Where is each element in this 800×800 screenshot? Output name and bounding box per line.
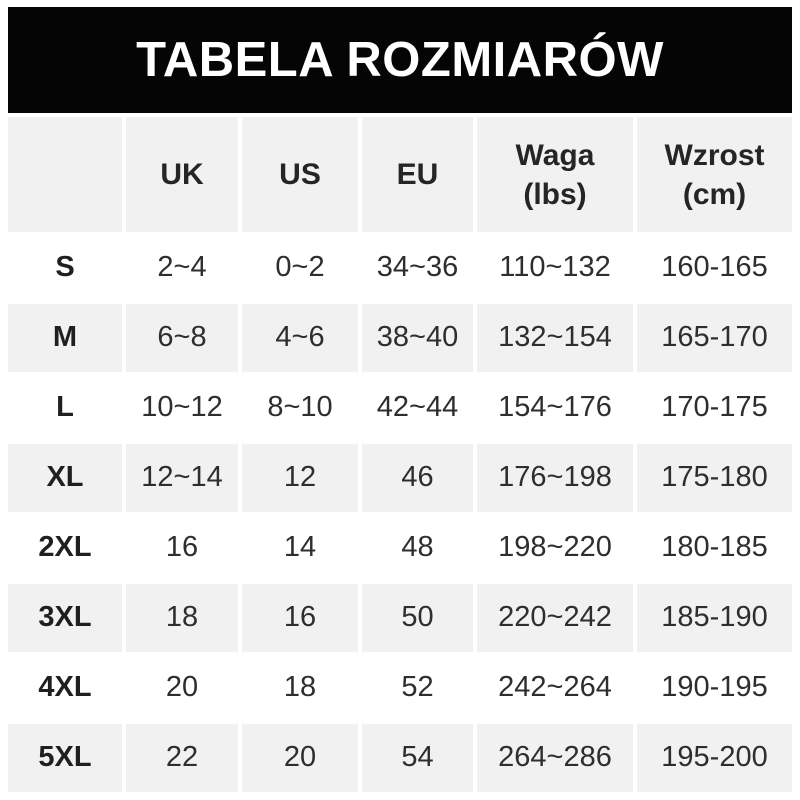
us-cell: 4~6 bbox=[242, 304, 358, 372]
waga-cell: 176~198 bbox=[477, 444, 633, 512]
table-row-xl: XL 12~14 12 46 176~198 175-180 bbox=[8, 444, 792, 512]
us-cell: 8~10 bbox=[242, 374, 358, 442]
waga-cell: 154~176 bbox=[477, 374, 633, 442]
waga-cell: 264~286 bbox=[477, 724, 633, 792]
wzrost-cell: 170-175 bbox=[637, 374, 792, 442]
table-row-4xl: 4XL 20 18 52 242~264 190-195 bbox=[8, 654, 792, 722]
header-cell-us: US bbox=[242, 117, 358, 232]
eu-cell: 54 bbox=[362, 724, 473, 792]
us-cell: 12 bbox=[242, 444, 358, 512]
page-title: TABELA ROZMIARÓW bbox=[8, 7, 792, 113]
size-cell: L bbox=[8, 374, 122, 442]
header-cell-wzrost: Wzrost (cm) bbox=[637, 117, 792, 232]
header-waga-line2: (lbs) bbox=[523, 177, 587, 211]
wzrost-cell: 165-170 bbox=[637, 304, 792, 372]
eu-cell: 48 bbox=[362, 514, 473, 582]
table-row-m: M 6~8 4~6 38~40 132~154 165-170 bbox=[8, 304, 792, 372]
header-wzrost-line1: Wzrost bbox=[664, 138, 765, 172]
us-cell: 20 bbox=[242, 724, 358, 792]
us-cell: 18 bbox=[242, 654, 358, 722]
wzrost-cell: 195-200 bbox=[637, 724, 792, 792]
uk-cell: 10~12 bbox=[126, 374, 238, 442]
table-row-s: S 2~4 0~2 34~36 110~132 160-165 bbox=[8, 234, 792, 302]
size-cell: 4XL bbox=[8, 654, 122, 722]
wzrost-cell: 190-195 bbox=[637, 654, 792, 722]
header-wzrost-line2: (cm) bbox=[682, 177, 747, 211]
header-cell-waga: Waga (lbs) bbox=[477, 117, 633, 232]
size-cell: XL bbox=[8, 444, 122, 512]
wzrost-cell: 175-180 bbox=[637, 444, 792, 512]
us-cell: 0~2 bbox=[242, 234, 358, 302]
table-header-row: UK US EU Waga (lbs) Wzrost (cm) bbox=[8, 117, 792, 232]
eu-cell: 34~36 bbox=[362, 234, 473, 302]
us-cell: 14 bbox=[242, 514, 358, 582]
waga-cell: 198~220 bbox=[477, 514, 633, 582]
uk-cell: 6~8 bbox=[126, 304, 238, 372]
header-waga-line1: Waga bbox=[515, 138, 595, 172]
wzrost-cell: 185-190 bbox=[637, 584, 792, 652]
uk-cell: 20 bbox=[126, 654, 238, 722]
header-cell-eu: EU bbox=[362, 117, 473, 232]
table-row-5xl: 5XL 22 20 54 264~286 195-200 bbox=[8, 724, 792, 792]
eu-cell: 52 bbox=[362, 654, 473, 722]
size-cell: 3XL bbox=[8, 584, 122, 652]
waga-cell: 220~242 bbox=[477, 584, 633, 652]
us-cell: 16 bbox=[242, 584, 358, 652]
waga-cell: 132~154 bbox=[477, 304, 633, 372]
table-row-l: L 10~12 8~10 42~44 154~176 170-175 bbox=[8, 374, 792, 442]
uk-cell: 12~14 bbox=[126, 444, 238, 512]
size-cell: 2XL bbox=[8, 514, 122, 582]
eu-cell: 42~44 bbox=[362, 374, 473, 442]
uk-cell: 18 bbox=[126, 584, 238, 652]
wzrost-cell: 180-185 bbox=[637, 514, 792, 582]
waga-cell: 242~264 bbox=[477, 654, 633, 722]
uk-cell: 2~4 bbox=[126, 234, 238, 302]
table-row-2xl: 2XL 16 14 48 198~220 180-185 bbox=[8, 514, 792, 582]
size-cell: M bbox=[8, 304, 122, 372]
wzrost-cell: 160-165 bbox=[637, 234, 792, 302]
size-table: UK US EU Waga (lbs) Wzrost (cm) S 2~4 0~… bbox=[8, 117, 792, 792]
uk-cell: 16 bbox=[126, 514, 238, 582]
size-cell: S bbox=[8, 234, 122, 302]
eu-cell: 38~40 bbox=[362, 304, 473, 372]
table-row-3xl: 3XL 18 16 50 220~242 185-190 bbox=[8, 584, 792, 652]
header-cell-size bbox=[8, 117, 122, 232]
eu-cell: 46 bbox=[362, 444, 473, 512]
header-cell-uk: UK bbox=[126, 117, 238, 232]
uk-cell: 22 bbox=[126, 724, 238, 792]
eu-cell: 50 bbox=[362, 584, 473, 652]
size-cell: 5XL bbox=[8, 724, 122, 792]
waga-cell: 110~132 bbox=[477, 234, 633, 302]
